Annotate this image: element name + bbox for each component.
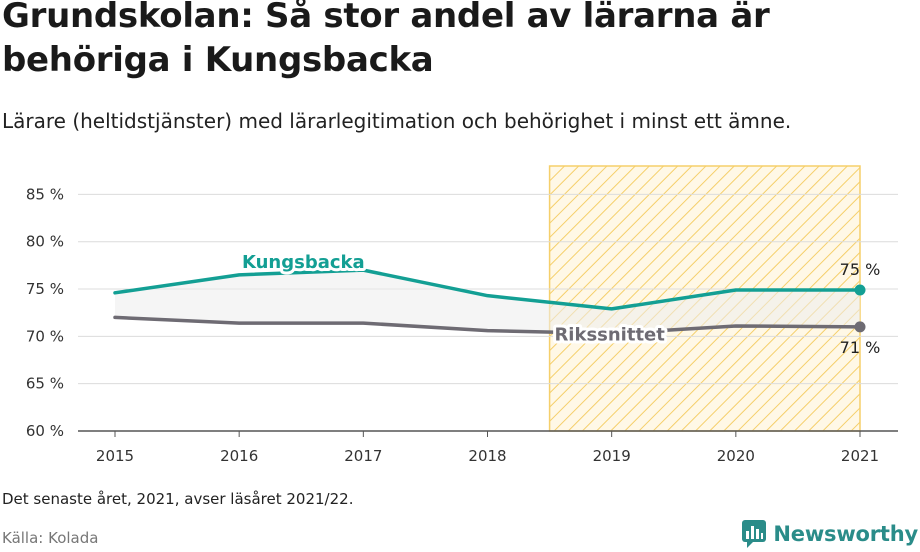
y-tick-label: 70 % [26,327,64,345]
line-chart: 60 % 65 % 70 % 75 % 80 % 85 % 2015 2016 2017 2018… [26,165,898,465]
y-tick-label: 80 % [26,233,64,251]
x-tick-label: 2015 [96,447,134,465]
end-point-kungsbacka [854,284,866,296]
end-label-rikssnittet: 71 % [840,338,881,357]
gap-area [115,270,860,334]
end-label-kungsbacka: 75 % [840,260,881,279]
series-label-kungsbacka: Kungsbacka [242,252,365,273]
series-line-rikssnittet [113,315,862,336]
x-tick-label: 2019 [593,447,631,465]
x-tick-label: 2020 [717,447,755,465]
chart-subtitle: Lärare (heltidstjänster) med lärarlegiti… [2,109,792,133]
x-tick-label: 2021 [841,447,879,465]
x-tick-label: 2017 [344,447,382,465]
source-note: Källa: Kolada [2,529,99,547]
series-line-kungsbacka [113,268,862,311]
y-tick-label: 65 % [26,375,64,393]
x-tick-label: 2016 [220,447,258,465]
brand-name: Newsworthy [773,522,918,546]
newsworthy-logo: Newsworthy [741,519,918,549]
chart-title: Grundskolan: Så stor andel av lärarna är… [2,0,770,80]
x-tick-label: 2018 [468,447,506,465]
series-label-rikssnittet: Rikssnittet [554,325,665,346]
footnote: Det senaste året, 2021, avser läsåret 20… [2,490,354,508]
y-tick-label: 60 % [26,422,64,440]
end-point-rikssnittet [854,321,866,333]
newsworthy-icon [742,520,767,548]
y-tick-label: 75 % [26,280,64,298]
y-tick-label: 85 % [26,185,64,203]
